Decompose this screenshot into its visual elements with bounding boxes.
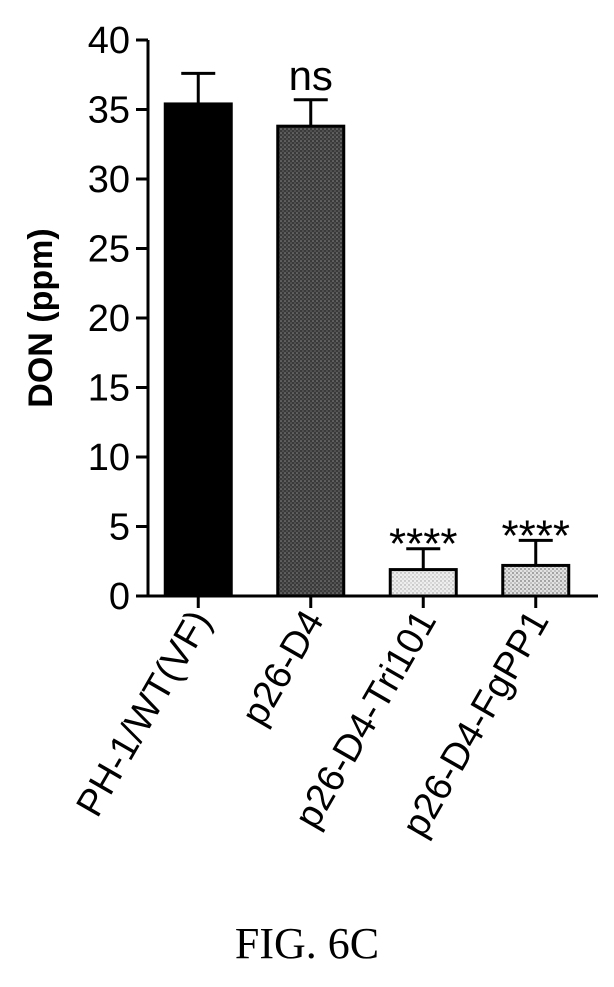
significance-label: **** — [389, 520, 458, 569]
y-tick-label: 30 — [88, 159, 130, 201]
bar-1 — [163, 102, 233, 598]
bar-3 — [388, 568, 458, 598]
y-axis-title: DON (ppm) — [22, 228, 60, 407]
y-tick-label: 0 — [109, 576, 130, 618]
y-tick-label: 25 — [88, 229, 130, 271]
bars — [163, 71, 571, 608]
significance-label: **** — [502, 511, 571, 560]
y-tick-label: 35 — [88, 90, 130, 132]
y-tick-label: 10 — [88, 437, 130, 479]
y-tick-label: 5 — [109, 507, 130, 549]
y-tick-label: 15 — [88, 368, 130, 410]
figure-caption: FIG. 6C — [234, 919, 380, 968]
y-tick-label: 40 — [88, 20, 130, 62]
axes: 0 5 10 15 20 25 30 35 40 DON (ppm) — [22, 20, 598, 618]
bar-chart: 0 5 10 15 20 25 30 35 40 DON (ppm) PH-1/WT(VF) ns p… — [22, 20, 598, 844]
bar-2 — [276, 124, 346, 598]
category-label: PH-1/WT(VF) — [69, 604, 220, 824]
category-label: p26-D4 — [234, 604, 333, 733]
significance-label: ns — [289, 52, 333, 99]
bar-4 — [501, 563, 571, 598]
y-tick-label: 20 — [88, 298, 130, 340]
